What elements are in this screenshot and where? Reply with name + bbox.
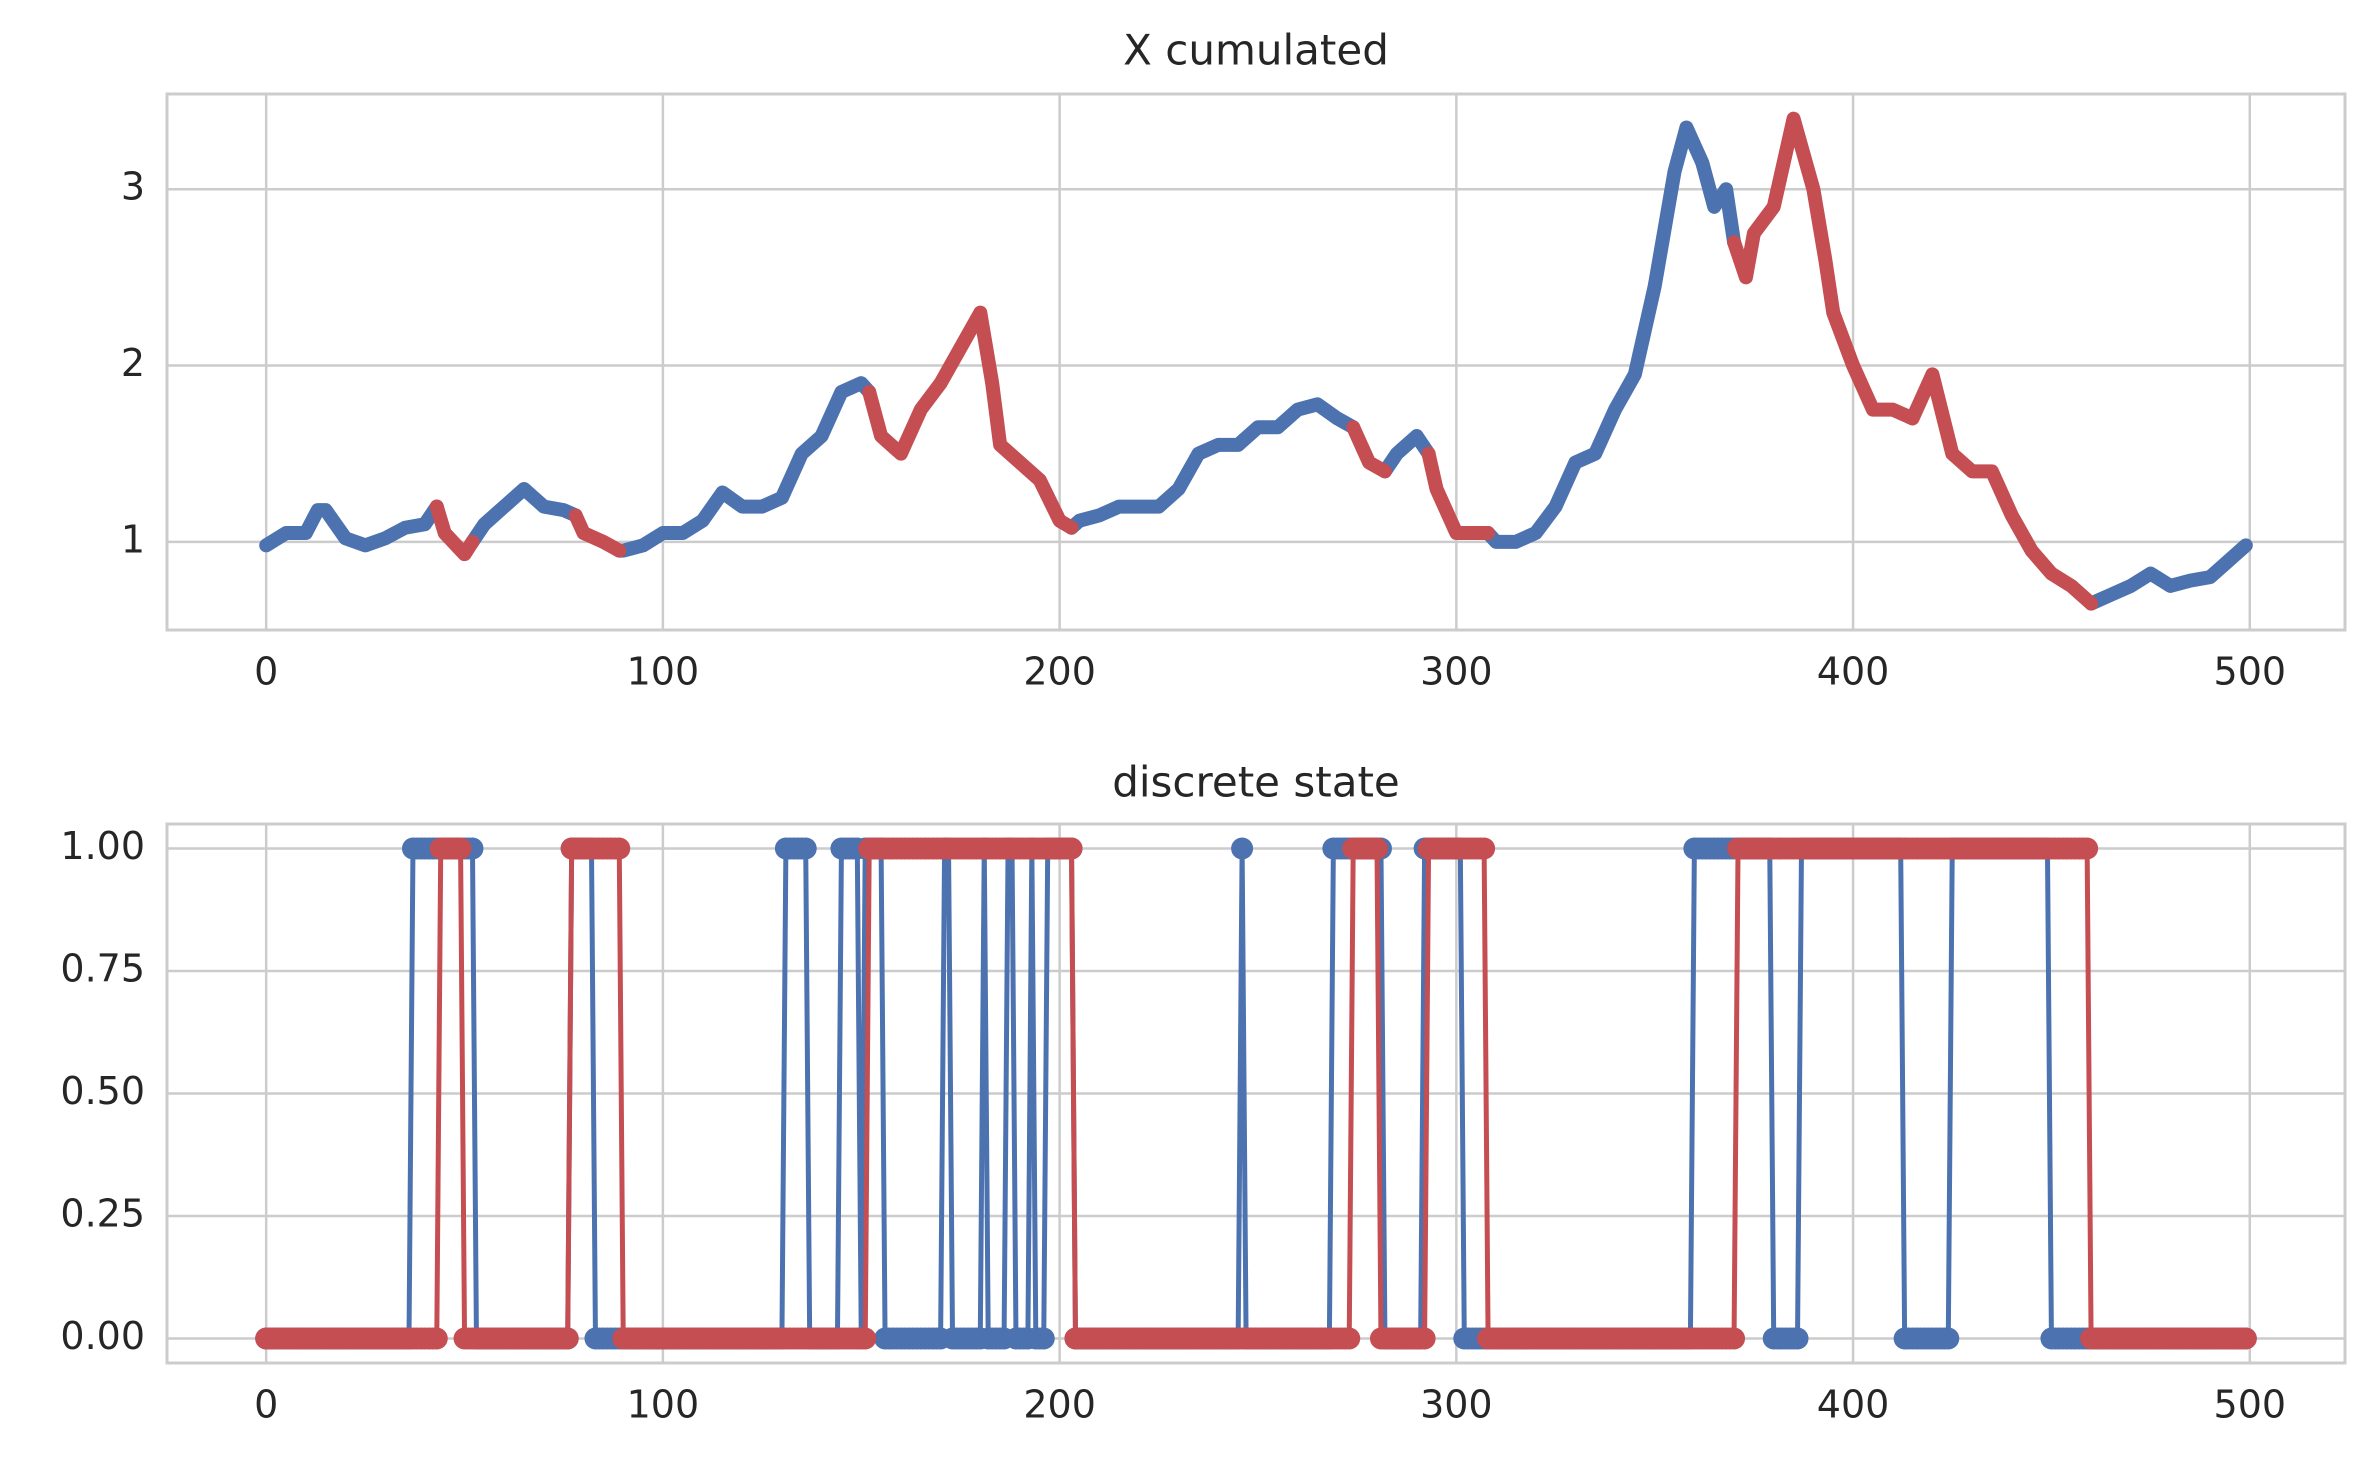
x-tick-label: 200: [1023, 650, 1096, 694]
line: [862, 305, 1079, 535]
marker: [449, 837, 472, 860]
x-tick-label: 0: [254, 650, 278, 694]
axes-frame: [165, 822, 2347, 1365]
line: [568, 508, 627, 558]
line: [612, 376, 877, 558]
marker: [2076, 837, 2099, 860]
marker: [794, 837, 817, 860]
line: [1377, 429, 1436, 479]
x-tick-label: 200: [1023, 1383, 1096, 1427]
marker: [1723, 1327, 1746, 1350]
line: [1421, 446, 1496, 541]
marker: [1786, 1327, 1809, 1350]
marker: [1231, 837, 1254, 860]
x-tick-label: 400: [1817, 650, 1890, 694]
line: [1064, 397, 1361, 535]
marker: [1338, 1327, 1361, 1350]
y-tick-label: 2: [121, 341, 145, 385]
axes-frame: [165, 92, 2347, 632]
x-tick-label: 500: [2214, 1383, 2287, 1427]
line: [1481, 120, 1742, 549]
y-tick-label: 0.75: [60, 947, 145, 991]
y-tick-label: 0.00: [60, 1314, 145, 1358]
line: [259, 499, 444, 553]
y-tick-label: 0.25: [60, 1192, 145, 1236]
chart-title: X cumulated: [1123, 26, 1389, 75]
marker: [556, 1327, 579, 1350]
x-tick-label: 500: [2214, 650, 2287, 694]
marker: [2234, 1327, 2257, 1350]
chart-title: discrete state: [1112, 758, 1400, 807]
marker: [1366, 837, 1388, 860]
y-tick-label: 1.00: [60, 824, 145, 868]
marker: [1473, 837, 1496, 860]
x-tick-label: 300: [1420, 1383, 1493, 1427]
marker: [1032, 1327, 1055, 1350]
x-tick-label: 100: [627, 1383, 700, 1427]
x-tick-label: 300: [1420, 650, 1493, 694]
marker: [425, 1327, 448, 1350]
series: [259, 120, 2253, 611]
marker: [1937, 1327, 1960, 1350]
series: [429, 111, 2099, 611]
line: [1727, 111, 2099, 611]
marker: [1060, 837, 1083, 860]
line: [1346, 420, 1392, 479]
y-tick-label: 0.50: [60, 1069, 145, 1113]
marker: [1413, 1327, 1436, 1350]
x-tick-label: 0: [254, 1383, 278, 1427]
marker: [608, 837, 631, 860]
line: [2084, 538, 2253, 611]
marker: [854, 1327, 877, 1350]
series: [255, 837, 2257, 1350]
x-tick-label: 400: [1817, 1383, 1890, 1427]
line: [465, 481, 583, 549]
x-tick-label: 100: [627, 650, 700, 694]
line: [429, 499, 480, 562]
y-tick-label: 1: [121, 517, 145, 561]
y-tick-label: 3: [121, 165, 145, 209]
